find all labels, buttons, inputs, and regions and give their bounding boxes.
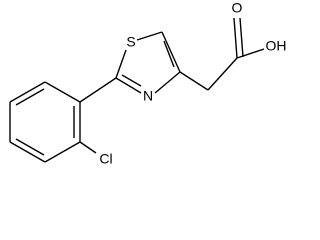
atom-label: OH: [266, 38, 287, 54]
bond: [44, 141, 81, 163]
bond: [79, 77, 117, 103]
bond: [236, 48, 265, 59]
bond: [207, 57, 238, 91]
bond: [9, 81, 46, 103]
atom-label: N: [143, 88, 153, 104]
structure: S N O OH Cl: [9, 0, 287, 167]
bonds: [9, 17, 265, 163]
bond: [79, 141, 97, 154]
atom-label: S: [126, 34, 135, 50]
bond: [121, 74, 142, 87]
bond: [233, 17, 238, 59]
bond: [115, 49, 127, 79]
atom-label: Cl: [99, 151, 112, 167]
bond: [163, 40, 175, 68]
bond: [161, 31, 181, 73]
bond: [179, 71, 209, 91]
page: S N O OH Cl (() => { const data = JSON.p…: [9, 0, 287, 167]
bond: [136, 31, 163, 41]
bond: [44, 81, 81, 103]
bond: [15, 138, 45, 156]
bond: [154, 71, 181, 94]
bond: [239, 17, 244, 58]
bond: [15, 88, 45, 106]
bond: [9, 141, 46, 163]
bond: [115, 77, 142, 94]
atom-label: O: [232, 0, 243, 16]
